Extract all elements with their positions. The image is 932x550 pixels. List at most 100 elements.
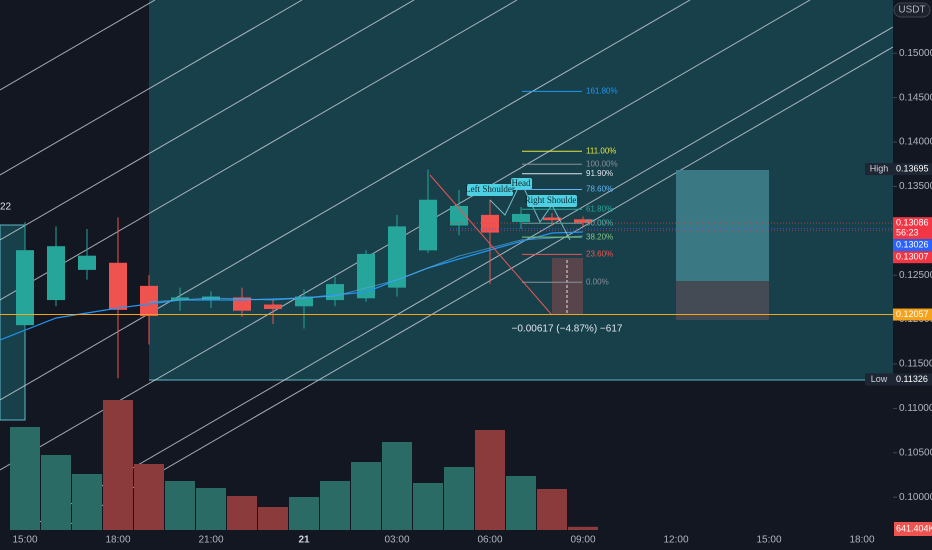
candle-body bbox=[140, 285, 158, 317]
pattern-neckline bbox=[429, 174, 553, 316]
x-tick-label: 21 bbox=[298, 535, 310, 546]
x-tick-label: 18:00 bbox=[849, 535, 874, 546]
volume-bar bbox=[568, 526, 598, 530]
price-label-box bbox=[893, 251, 932, 264]
pattern-box bbox=[467, 184, 513, 196]
candle-body bbox=[233, 297, 251, 311]
countdown: 56:23 bbox=[896, 228, 919, 238]
currency-label: USDT bbox=[898, 5, 925, 16]
fib-label: 91.90% bbox=[586, 169, 613, 178]
volume-bar bbox=[165, 481, 195, 530]
volume-bar bbox=[103, 400, 133, 530]
price-label-box bbox=[893, 239, 932, 252]
volume-bar bbox=[320, 481, 350, 530]
x-tick-label: 15:00 bbox=[756, 535, 781, 546]
price-label: 0.13007 bbox=[896, 252, 929, 262]
price-label-box bbox=[893, 217, 932, 240]
pattern-box bbox=[527, 195, 577, 207]
fib-label: 161.80% bbox=[586, 86, 618, 95]
fib-label: 61.80% bbox=[586, 204, 613, 213]
y-tick-label: 0.10000 bbox=[899, 492, 932, 503]
pattern-label: Head bbox=[512, 178, 531, 188]
measure-label: −0.00617 (−4.87%) −617 bbox=[512, 324, 623, 335]
pattern-label: Left Shoulder bbox=[465, 184, 515, 194]
candle-body bbox=[78, 255, 96, 270]
position-target bbox=[676, 170, 769, 281]
volume-bar bbox=[351, 462, 381, 530]
volume-bar bbox=[506, 476, 536, 530]
volume-bar bbox=[227, 496, 257, 530]
candle-body bbox=[512, 213, 530, 222]
volume-bar bbox=[196, 488, 226, 530]
price-label: 0.13086 bbox=[896, 218, 929, 228]
price-label: 0.13695 bbox=[896, 163, 929, 173]
y-tick-label: 0.14000 bbox=[899, 137, 932, 148]
volume-bar bbox=[258, 507, 288, 530]
pattern-label: Right Shoulder bbox=[525, 195, 580, 205]
y-tick-label: 0.13500 bbox=[899, 181, 932, 192]
y-tick-label: 0.12500 bbox=[899, 270, 932, 281]
candle-body bbox=[171, 297, 189, 301]
volume-bar bbox=[537, 489, 567, 530]
candle-body bbox=[47, 246, 65, 301]
fib-label: 111.00% bbox=[586, 146, 616, 155]
x-tick-label: 21:00 bbox=[198, 535, 223, 546]
volume-label-box bbox=[894, 522, 932, 536]
volume-bar bbox=[41, 455, 71, 530]
volume-bar bbox=[444, 467, 474, 530]
fib-label: 78.60% bbox=[586, 185, 613, 194]
position-stop bbox=[676, 281, 769, 320]
price-label-box bbox=[893, 373, 932, 386]
x-tick-label: 09:00 bbox=[570, 535, 595, 546]
y-tick-label: 0.14500 bbox=[899, 92, 932, 103]
fib-label: 100.00% bbox=[586, 159, 618, 168]
y-tick-label: 0.11500 bbox=[899, 359, 932, 370]
axes: 0.100000.105000.110000.115000.120000.125… bbox=[12, 48, 932, 546]
volume-pane bbox=[10, 400, 598, 530]
candle-body bbox=[109, 262, 127, 310]
candle-body bbox=[388, 226, 406, 288]
fib-label: 23.60% bbox=[586, 249, 613, 258]
price-name-box bbox=[865, 373, 893, 386]
fib-label: 38.20% bbox=[586, 232, 613, 241]
price-axis bbox=[893, 0, 932, 550]
candle-body bbox=[16, 250, 34, 326]
candle-body bbox=[450, 205, 468, 226]
x-tick-label: 15:00 bbox=[12, 535, 37, 546]
fib-label: 0.00% bbox=[586, 277, 609, 286]
volume-bar bbox=[289, 497, 319, 530]
candle-body bbox=[481, 214, 499, 233]
currency-badge bbox=[893, 2, 931, 18]
price-label: 0.13026 bbox=[896, 240, 929, 250]
volume-bar bbox=[475, 430, 505, 530]
price-pane bbox=[16, 169, 592, 379]
y-tick-label: 0.15000 bbox=[899, 48, 932, 59]
candle-body bbox=[419, 199, 437, 251]
price-label-box bbox=[893, 308, 932, 321]
annotations: Left Shoulder Head Right Shoulder −0.006… bbox=[0, 86, 893, 335]
price-label: 0.12057 bbox=[896, 309, 929, 319]
price-name-box bbox=[865, 163, 893, 176]
volume-label: 641.404K bbox=[896, 523, 932, 533]
volume-bar bbox=[72, 474, 102, 530]
x-tick-label: 12:00 bbox=[663, 535, 688, 546]
candle-body bbox=[295, 296, 313, 307]
fib-label: 50.00% bbox=[586, 218, 613, 227]
y-tick-label: 0.10500 bbox=[899, 447, 932, 458]
candle-body bbox=[574, 219, 592, 223]
volume-bar bbox=[413, 483, 443, 530]
volume-bar bbox=[10, 427, 40, 530]
pattern-box bbox=[511, 178, 532, 190]
volume-bar bbox=[134, 464, 164, 530]
price-name: High bbox=[870, 163, 889, 173]
moving-average-2 bbox=[148, 235, 584, 303]
x-tick-label: 06:00 bbox=[477, 535, 502, 546]
candle-body bbox=[264, 304, 282, 309]
price-name: Low bbox=[871, 374, 888, 384]
x-tick-label: 03:00 bbox=[384, 535, 409, 546]
y-tick-label: 0.11000 bbox=[899, 403, 932, 414]
price-label-box bbox=[893, 163, 932, 176]
x-tick-label: 18:00 bbox=[105, 535, 130, 546]
